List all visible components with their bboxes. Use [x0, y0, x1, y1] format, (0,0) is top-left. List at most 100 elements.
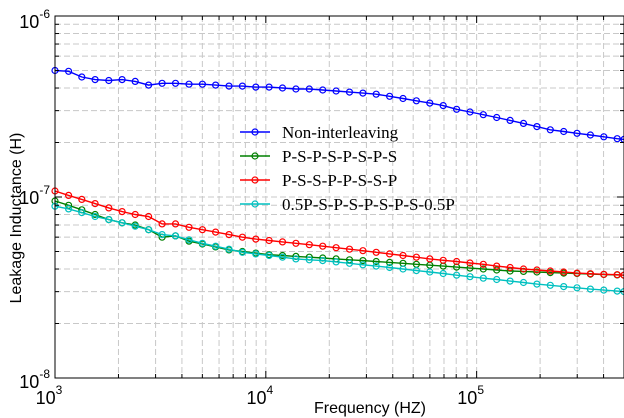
grid	[54, 16, 624, 379]
data-point	[238, 82, 246, 90]
data-point	[131, 77, 139, 86]
legend-label: P-S-S-P-P-S-S-P	[282, 171, 397, 190]
data-point	[171, 232, 180, 240]
y-tick-label: 10-6	[19, 7, 50, 32]
data-point	[225, 82, 233, 90]
data-point	[439, 256, 447, 264]
data-point	[573, 284, 581, 292]
data-point	[620, 135, 624, 143]
data-point	[64, 67, 73, 75]
data-point	[212, 242, 220, 250]
data-point	[78, 195, 86, 203]
data-point	[319, 242, 327, 250]
data-point	[252, 250, 260, 258]
data-point	[519, 278, 528, 287]
legend-item: 0.5P-S-P-S-P-S-P-S-0.5P	[240, 195, 455, 214]
data-point	[412, 253, 420, 261]
data-point	[118, 75, 126, 84]
data-point	[386, 92, 394, 100]
data-point	[546, 281, 554, 289]
legend-item: P-S-S-P-P-S-S-P	[240, 171, 397, 190]
data-point	[78, 209, 86, 217]
data-point	[466, 264, 474, 272]
data-point	[573, 129, 581, 137]
data-point	[533, 122, 541, 131]
data-point	[586, 285, 595, 293]
data-point	[479, 111, 487, 119]
data-point	[332, 258, 340, 266]
data-point	[118, 219, 126, 227]
data-point	[252, 235, 260, 243]
data-point	[399, 94, 407, 103]
data-point	[345, 245, 354, 253]
data-point	[91, 200, 99, 208]
data-point	[372, 257, 380, 266]
data-point	[305, 241, 313, 249]
data-point	[225, 231, 233, 239]
series-1	[51, 66, 624, 143]
data-point	[185, 223, 193, 231]
x-axis-label: Frequency (HZ)	[314, 400, 426, 417]
legend-item: P-S-P-S-P-S-P-S	[240, 147, 397, 166]
data-point	[158, 231, 166, 239]
data-point	[426, 99, 434, 107]
legend-marker	[251, 200, 259, 208]
data-point	[479, 274, 487, 282]
data-point	[265, 251, 273, 260]
data-point	[64, 191, 73, 199]
data-point	[426, 255, 434, 263]
data-point	[573, 269, 581, 277]
series-3	[51, 187, 624, 279]
data-point	[278, 84, 287, 92]
data-point	[305, 256, 313, 264]
data-point	[225, 245, 233, 253]
data-point	[105, 76, 113, 85]
data-point	[118, 208, 126, 216]
legend-label: Non-interleaving	[282, 123, 399, 142]
data-point	[345, 259, 354, 267]
data-point	[453, 105, 461, 113]
data-point	[372, 262, 380, 270]
data-point	[238, 233, 246, 241]
data-point	[171, 79, 180, 87]
data-point	[91, 212, 99, 221]
data-point	[212, 81, 220, 89]
y-axis-label: Leakage Inductance (H)	[8, 133, 25, 304]
data-point	[372, 90, 380, 98]
data-point	[131, 210, 139, 219]
data-point	[386, 250, 394, 258]
x-tick-label: 104	[246, 383, 273, 408]
data-point	[91, 210, 99, 219]
data-point	[586, 131, 595, 139]
data-point	[158, 79, 166, 87]
data-point	[158, 220, 166, 228]
y-tick-label: 10-8	[19, 367, 50, 392]
data-point	[359, 261, 367, 269]
data-point	[105, 204, 113, 212]
data-point	[519, 265, 528, 273]
data-point	[426, 268, 434, 276]
data-point	[171, 220, 180, 228]
data-point	[265, 83, 273, 91]
data-point	[372, 248, 380, 256]
data-point	[466, 273, 474, 281]
data-point	[479, 260, 487, 268]
data-point	[386, 258, 394, 266]
tick-marks	[54, 16, 624, 379]
legend-label: 0.5P-S-P-S-P-S-P-S-0.5P	[282, 195, 455, 214]
data-point	[453, 257, 461, 266]
data-point	[131, 222, 139, 230]
data-point	[613, 135, 621, 143]
y-tick-label: 10-7	[19, 183, 50, 208]
series-group	[51, 66, 624, 296]
data-point	[519, 119, 528, 128]
data-point	[64, 205, 73, 213]
data-point	[600, 133, 608, 141]
data-point	[292, 85, 300, 93]
data-point	[319, 86, 327, 94]
data-point	[506, 263, 514, 272]
data-point	[506, 116, 514, 125]
data-point	[278, 253, 287, 261]
data-point	[145, 81, 153, 89]
data-point	[613, 271, 621, 279]
